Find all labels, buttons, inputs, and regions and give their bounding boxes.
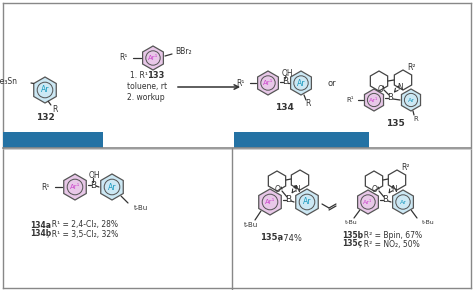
Polygon shape: [394, 70, 411, 90]
Text: t-Bu: t-Bu: [422, 220, 435, 226]
Text: 134b: 134b: [30, 229, 51, 238]
Text: , 74%: , 74%: [278, 233, 302, 242]
Text: B: B: [285, 195, 291, 204]
Text: 134a: 134a: [30, 220, 51, 229]
Text: Ar: Ar: [297, 79, 305, 88]
Text: 1. R¹: 1. R¹: [130, 72, 148, 81]
Text: B: B: [387, 93, 393, 102]
Text: Ar¹: Ar¹: [148, 55, 158, 61]
Text: Ar¹: Ar¹: [70, 184, 80, 190]
Text: Ar: Ar: [41, 86, 49, 95]
Text: 135b: 135b: [342, 231, 363, 240]
Text: Ar: Ar: [408, 97, 414, 102]
Text: B: B: [382, 195, 388, 204]
Polygon shape: [365, 89, 383, 111]
Polygon shape: [388, 170, 406, 190]
Polygon shape: [370, 71, 388, 91]
Text: B: B: [90, 180, 96, 189]
Text: 132: 132: [36, 113, 55, 122]
Polygon shape: [259, 189, 281, 215]
Polygon shape: [143, 46, 164, 70]
Text: Me₃Sn: Me₃Sn: [0, 77, 17, 86]
Text: B: B: [282, 77, 288, 86]
Text: Ar¹: Ar¹: [263, 80, 273, 86]
Text: OH: OH: [88, 171, 100, 180]
Text: N: N: [294, 184, 300, 193]
Text: R¹: R¹: [237, 79, 245, 88]
Text: 135c: 135c: [342, 240, 362, 249]
Text: R²: R²: [408, 64, 416, 72]
Text: R: R: [305, 99, 310, 108]
Text: R¹: R¹: [119, 53, 128, 63]
Text: or: or: [328, 79, 337, 88]
Text: O: O: [372, 186, 378, 195]
Text: Ar: Ar: [108, 182, 116, 191]
Text: R²: R²: [402, 164, 410, 173]
Text: O: O: [378, 84, 384, 93]
Bar: [3, 132, 103, 148]
Bar: [234, 132, 369, 148]
Text: , R¹ = 2,4-Cl₂, 28%: , R¹ = 2,4-Cl₂, 28%: [47, 220, 118, 229]
Text: R¹: R¹: [346, 97, 354, 103]
Polygon shape: [101, 174, 123, 200]
Text: t-Bu: t-Bu: [345, 220, 357, 226]
Text: Ar: Ar: [400, 200, 406, 204]
Text: 8-hydroxyquinoline: 8-hydroxyquinoline: [252, 135, 350, 144]
Text: Ar: Ar: [303, 197, 311, 206]
Polygon shape: [292, 170, 309, 190]
Text: OH: OH: [281, 68, 293, 77]
Polygon shape: [291, 71, 311, 95]
Text: N: N: [391, 184, 397, 193]
Text: 135: 135: [386, 119, 405, 128]
Text: N: N: [397, 84, 403, 93]
Text: 135a: 135a: [260, 233, 283, 242]
Text: t-Bu: t-Bu: [134, 205, 148, 211]
Text: , R² = NO₂, 50%: , R² = NO₂, 50%: [359, 240, 420, 249]
Text: R: R: [52, 104, 57, 113]
Polygon shape: [401, 89, 420, 111]
Polygon shape: [357, 190, 378, 214]
Text: Ar¹: Ar¹: [363, 200, 373, 204]
Text: Ar¹: Ar¹: [369, 97, 379, 102]
Text: R: R: [414, 116, 419, 122]
Polygon shape: [257, 71, 278, 95]
Text: O: O: [275, 186, 281, 195]
Text: t-Bu: t-Bu: [244, 222, 258, 228]
Text: toluene, rt: toluene, rt: [127, 82, 167, 92]
Text: Hydrolysis: Hydrolysis: [27, 135, 80, 144]
Polygon shape: [34, 77, 56, 103]
Text: , R¹ = 3,5-Cl₂, 32%: , R¹ = 3,5-Cl₂, 32%: [47, 229, 118, 238]
Text: BBr₂: BBr₂: [176, 48, 192, 57]
Text: Ar¹: Ar¹: [265, 199, 275, 205]
Polygon shape: [64, 174, 86, 200]
Text: 133: 133: [147, 72, 164, 81]
Text: R¹: R¹: [42, 182, 50, 191]
Text: 134: 134: [275, 104, 294, 113]
Polygon shape: [296, 189, 318, 215]
Text: 2. workup: 2. workup: [127, 93, 164, 102]
Polygon shape: [392, 190, 413, 214]
Polygon shape: [365, 171, 383, 191]
Polygon shape: [268, 171, 286, 191]
Text: , R² = Bpin, 67%: , R² = Bpin, 67%: [359, 231, 422, 240]
